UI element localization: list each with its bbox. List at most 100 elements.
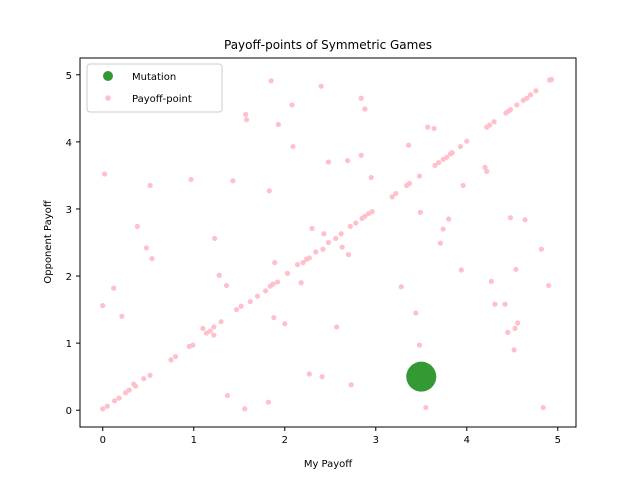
payoff-point-66: [524, 95, 530, 101]
payoff-point-30: [294, 262, 301, 268]
payoff-point-38: [338, 231, 344, 237]
payoff-point-7: [132, 383, 139, 389]
payoff-point-131: [505, 329, 511, 335]
payoff-point-34: [313, 249, 319, 255]
y-axis-label: Opponent Payoff: [43, 199, 54, 283]
payoff-point-49: [416, 173, 423, 179]
x-axis-ticks: 0 1 2 3 4 5: [100, 427, 561, 446]
y-tick-label-0: 0: [66, 406, 72, 417]
payoff-point-96: [298, 280, 304, 286]
payoff-point-33: [306, 255, 312, 261]
payoff-point-29: [284, 270, 291, 276]
payoff-point-95: [290, 143, 296, 150]
payoff-point-73: [111, 285, 117, 291]
payoff-point-97: [306, 371, 312, 377]
payoff-point-63: [507, 107, 514, 113]
payoff-point-124: [458, 267, 464, 273]
payoff-point-75: [134, 223, 140, 229]
legend-marker-payoff-point: [105, 95, 111, 101]
legend: Mutation Payoff-point: [86, 63, 223, 113]
x-tick-label-0: 0: [100, 435, 106, 446]
payoff-point-79: [188, 176, 194, 183]
payoff-point-2: [111, 398, 118, 404]
x-axis-label: My Payoff: [304, 459, 353, 470]
payoff-point-106: [345, 251, 352, 258]
payoff-point-16: [207, 328, 213, 334]
payoff-point-76: [143, 245, 150, 251]
payoff-point-72: [101, 171, 108, 177]
payoff-point-107: [348, 382, 354, 388]
payoff-point-18: [211, 324, 217, 330]
payoff-point-28: [274, 279, 281, 285]
payoff-point-91: [272, 260, 278, 266]
payoff-point-3: [116, 395, 122, 401]
payoff-point-17: [211, 332, 217, 338]
payoff-point-48: [406, 180, 413, 187]
payoff-point-110: [362, 106, 368, 112]
payoff-point-70: [548, 76, 555, 83]
payoff-point-8: [141, 376, 147, 382]
payoff-point-99: [319, 374, 325, 380]
payoff-point-5: [126, 387, 132, 393]
payoff-point-42: [362, 213, 368, 219]
x-tick-label-2: 2: [282, 435, 288, 446]
payoff-point-140: [546, 282, 552, 289]
payoff-point-74: [119, 313, 125, 319]
payoff-point-50: [432, 162, 438, 168]
payoff-point-31: [300, 260, 306, 266]
payoff-point-112: [398, 284, 404, 290]
payoff-point-101: [321, 231, 327, 237]
payoff-point-139: [540, 404, 546, 411]
x-tick-label-4: 4: [464, 435, 470, 446]
payoff-point-4: [122, 390, 129, 396]
payoff-point-55: [449, 150, 455, 156]
payoff-point-104: [339, 244, 345, 250]
payoff-point-22: [238, 303, 244, 309]
payoff-point-36: [325, 239, 332, 246]
payoff-point-60: [491, 119, 497, 125]
payoff-point-82: [224, 392, 231, 399]
y-tick-label-4: 4: [66, 138, 72, 149]
payoff-point-64: [514, 102, 520, 108]
payoff-point-24: [254, 293, 261, 299]
chart-title: Payoff-points of Symmetric Games: [224, 38, 432, 52]
payoff-point-129: [492, 301, 498, 307]
payoff-point-135: [513, 266, 519, 272]
payoff-point-138: [538, 246, 545, 252]
payoff-point-23: [247, 298, 253, 305]
payoff-point-111: [368, 174, 374, 181]
payoff-point-35: [320, 246, 326, 252]
payoff-point-13: [190, 342, 196, 348]
payoff-point-87: [265, 399, 271, 405]
payoff-point-84: [243, 111, 249, 117]
x-tick-label-3: 3: [373, 435, 379, 446]
mutation-point-0: [406, 361, 437, 392]
payoff-point-120: [431, 125, 437, 132]
payoff-point-68: [533, 88, 539, 94]
y-tick-label-2: 2: [66, 272, 72, 283]
payoff-point-118: [423, 404, 429, 411]
payoff-point-132: [507, 215, 514, 221]
payoff-point-71: [100, 302, 106, 309]
payoff-point-92: [275, 121, 281, 128]
payoff-point-67: [527, 92, 534, 98]
payoff-point-122: [440, 226, 446, 232]
payoff-point-100: [318, 83, 324, 89]
points-layer: [100, 76, 555, 412]
payoff-point-53: [444, 154, 450, 160]
payoff-point-125: [460, 182, 466, 189]
payoff-point-119: [425, 124, 431, 130]
legend-marker-mutation: [103, 71, 113, 81]
payoff-point-115: [413, 310, 419, 316]
payoff-point-39: [347, 223, 353, 229]
payoff-point-1: [104, 403, 110, 409]
y-tick-label-1: 1: [66, 339, 72, 350]
payoff-point-121: [437, 240, 443, 246]
payoff-point-89: [268, 78, 274, 84]
payoff-point-127: [484, 168, 490, 174]
payoff-point-105: [344, 158, 351, 164]
payoff-point-14: [200, 325, 206, 331]
payoff-point-56: [457, 143, 464, 150]
payoff-point-78: [149, 256, 155, 262]
payoff-point-25: [263, 288, 269, 294]
